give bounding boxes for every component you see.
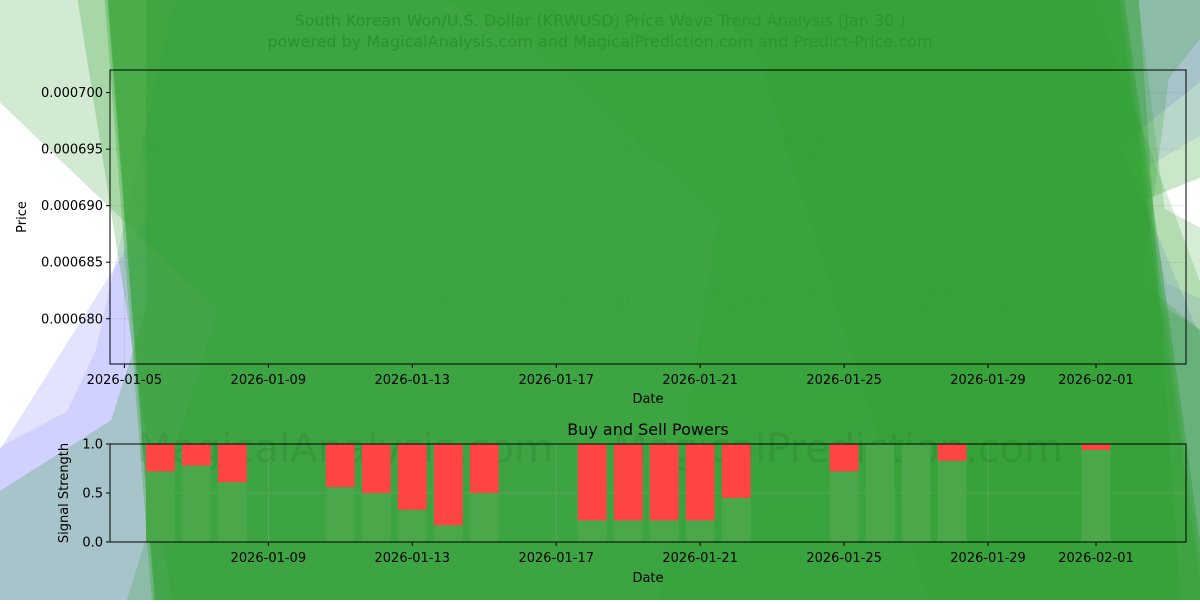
sell-bar: [146, 444, 175, 472]
buy-bar: [613, 520, 643, 542]
price-y-tick-label: 0.000680: [41, 312, 103, 327]
price-y-tick-label: 0.000685: [41, 256, 103, 271]
chart-subtitle: powered by MagicalAnalysis.com and Magic…: [267, 32, 932, 51]
sell-bar: [649, 444, 679, 521]
buy-bar: [433, 525, 463, 542]
signal-x-axis-label: Date: [632, 571, 663, 586]
signal-y-tick-label: 1.0: [82, 438, 103, 453]
buy-bar: [649, 520, 679, 542]
sell-bar: [613, 444, 643, 521]
watermark-prediction-top: MagicalPrediction.com: [613, 126, 1063, 172]
sell-bar: [325, 444, 355, 488]
price-x-tick-label: 2026-01-09: [231, 373, 307, 388]
buy-bar: [325, 487, 355, 542]
signal-y-tick-label: 0.0: [82, 536, 103, 551]
sell-bar: [721, 444, 751, 498]
price-x-tick-label: 2026-01-25: [806, 373, 882, 388]
watermark-analysis-top: MagicalAnalysis.com: [137, 126, 553, 172]
price-x-axis-label: Date: [632, 392, 663, 407]
signal-x-tick-label: 2026-01-17: [518, 551, 594, 566]
price-x-tick-label: 2026-01-13: [375, 373, 451, 388]
sell-bar: [469, 444, 499, 493]
sell-bar: [937, 444, 967, 461]
sell-bar: [218, 444, 247, 483]
buy-bar: [1081, 449, 1111, 542]
signal-y-tick-label: 0.5: [82, 487, 103, 502]
watermark-analysis-mid: MagicalAnalysis.com: [392, 276, 808, 322]
price-axes: 2026-01-05 2026-01-09 2026-01-13 2026-01-17…: [41, 86, 1134, 388]
signal-x-tick-label: 2026-02-01: [1058, 551, 1134, 566]
signal-x-tick-label: 2026-01-13: [375, 551, 451, 566]
price-x-tick-label: 2026-01-21: [662, 373, 738, 388]
price-watermarks: MagicalAnalysis.com MagicalPrediction.co…: [137, 126, 1063, 322]
price-x-tick-label: 2026-01-17: [518, 373, 594, 388]
sell-bar: [685, 444, 715, 521]
sell-bar: [361, 444, 391, 493]
price-y-tick-label: 0.000695: [41, 143, 103, 158]
sell-bar: [829, 444, 859, 472]
buy-bar: [685, 520, 715, 542]
buy-bar: [901, 444, 931, 542]
signal-y-axis-label: Signal Strength: [57, 443, 72, 543]
price-x-tick-label: 2026-01-05: [87, 373, 163, 388]
buy-bar: [721, 497, 751, 542]
sell-bar: [182, 444, 211, 466]
buy-bar: [577, 520, 607, 542]
chart-title: South Korean Won/U.S. Dollar (KRWUSD) Pr…: [294, 11, 905, 30]
buy-bar: [361, 493, 391, 542]
buy-bar: [218, 482, 247, 542]
buy-bar: [182, 465, 211, 542]
signal-x-tick-label: 2026-01-25: [806, 551, 882, 566]
sell-bar: [577, 444, 607, 521]
signal-panel-title: Buy and Sell Powers: [567, 420, 729, 439]
buy-bar: [146, 471, 175, 542]
signal-x-tick-label: 2026-01-29: [950, 551, 1026, 566]
buy-bar: [865, 444, 895, 542]
price-x-tick-label: 2026-01-29: [950, 373, 1026, 388]
signal-x-tick-label: 2026-01-09: [231, 551, 307, 566]
buy-bar: [397, 509, 427, 542]
price-grid: [110, 70, 1186, 364]
sell-bar: [397, 444, 427, 510]
price-y-tick-label: 0.000700: [41, 86, 103, 101]
price-x-tick-label: 2026-02-01: [1058, 373, 1134, 388]
buy-bar: [829, 471, 859, 542]
signal-bars: [146, 444, 1111, 542]
signal-panel: Buy and Sell Powers MagicalAnalysis.com …: [57, 420, 1187, 586]
buy-bar: [469, 493, 499, 542]
price-plot-frame: [109, 69, 1187, 365]
buy-bar: [937, 460, 967, 542]
sell-bar: [1081, 444, 1111, 450]
price-y-tick-label: 0.000690: [41, 199, 103, 214]
price-y-axis-label: Price: [15, 201, 30, 233]
watermark-prediction-mid: MagicalPrediction.com: [613, 276, 1063, 322]
signal-axes: 2026-01-09 2026-01-13 2026-01-17 2026-01-21…: [82, 438, 1134, 567]
sell-bar: [433, 444, 463, 526]
signal-x-tick-label: 2026-01-21: [662, 551, 738, 566]
